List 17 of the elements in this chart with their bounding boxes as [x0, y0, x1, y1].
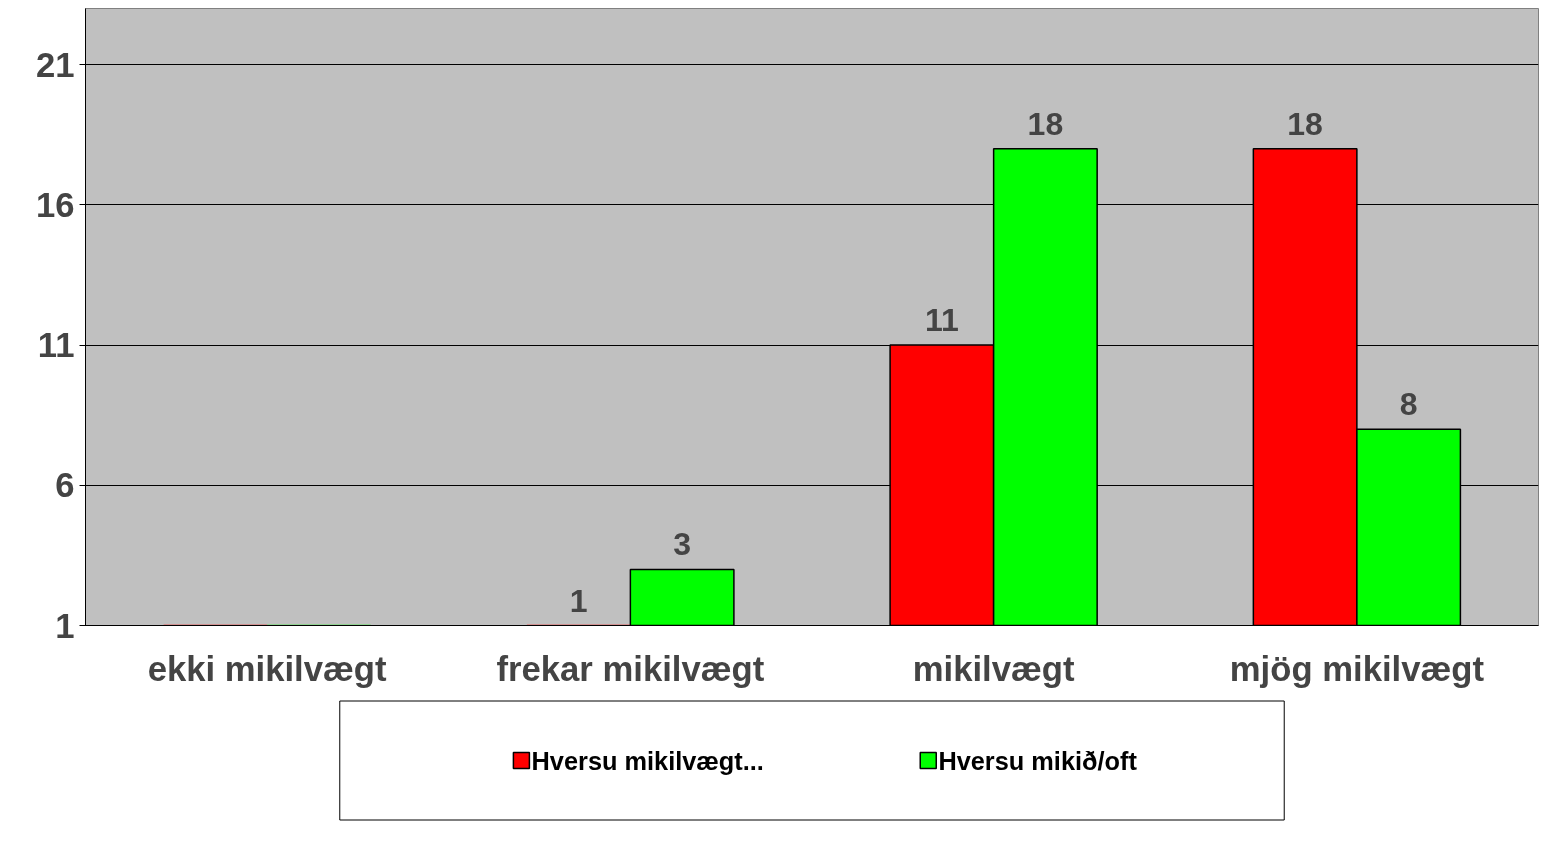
legend-label: Hversu mikið/oft	[938, 746, 1138, 775]
legend-label: Hversu mikilvægt...	[531, 746, 764, 775]
y-tick-label: 11	[37, 326, 75, 365]
y-tick-label: 6	[55, 466, 75, 505]
y-tick-label: 16	[35, 185, 75, 224]
x-tick-label: mjög mikilvægt	[1229, 649, 1485, 688]
x-tick-label: frekar mikilvægt	[496, 649, 765, 688]
data-label: 1	[569, 582, 588, 619]
x-tick-label: ekki mikilvægt	[147, 649, 388, 688]
data-label: 18	[1287, 105, 1323, 142]
data-label: 11	[924, 302, 959, 339]
data-label: 3	[673, 526, 692, 563]
y-tick-label: 1	[55, 606, 75, 645]
data-label: 18	[1027, 105, 1064, 142]
x-tick-label: mikilvægt	[912, 649, 1075, 688]
data-label: 8	[1399, 386, 1418, 423]
y-tick-label: 21	[35, 45, 75, 84]
